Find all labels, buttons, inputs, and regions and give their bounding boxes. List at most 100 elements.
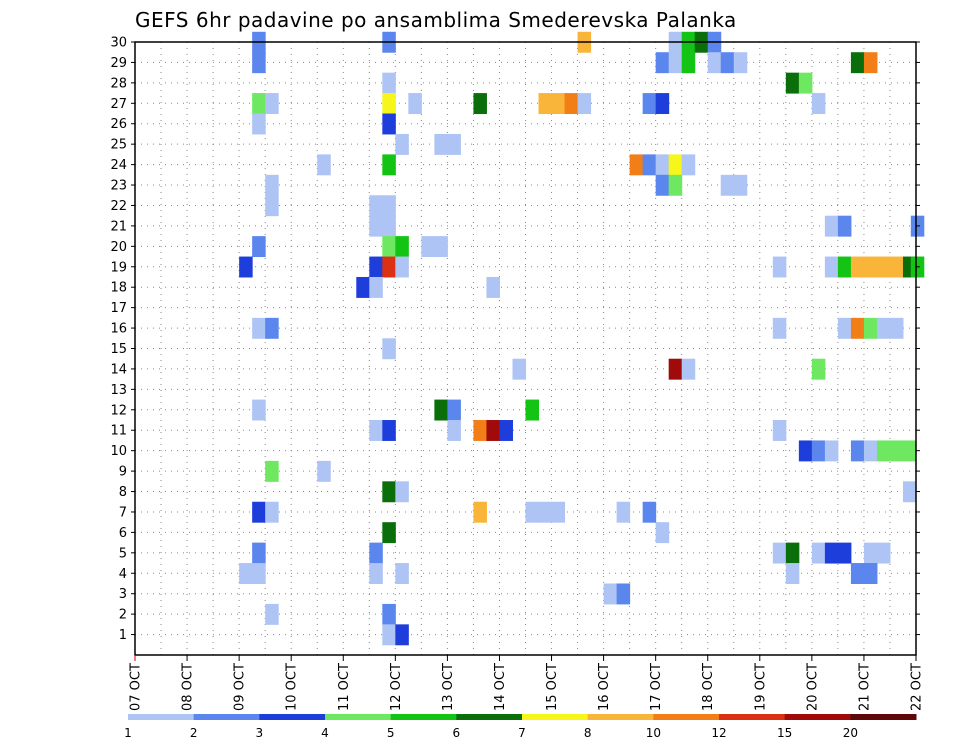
- precip-cell: [252, 236, 266, 258]
- precip-cell: [265, 317, 279, 339]
- precip-cell: [785, 72, 800, 94]
- precip-cell: [668, 174, 683, 196]
- y-tick-label: 9: [119, 465, 127, 480]
- precip-cell: [863, 542, 878, 564]
- y-tick-label: 18: [110, 281, 127, 296]
- precip-cell: [772, 317, 787, 339]
- precip-cell: [681, 358, 696, 380]
- y-tick-label: 2: [119, 608, 127, 623]
- precip-cell: [720, 52, 735, 74]
- precip-cell: [668, 358, 683, 380]
- precip-cell: [408, 93, 422, 115]
- precip-cell: [382, 522, 396, 544]
- precip-cell: [538, 93, 553, 115]
- y-tick-label: 1: [119, 628, 127, 643]
- precip-cell: [252, 542, 266, 564]
- precip-cell: [382, 338, 396, 360]
- y-tick-label: 28: [110, 76, 127, 91]
- precip-cell: [369, 276, 383, 298]
- x-tick-label: 11 OCT: [337, 663, 352, 711]
- precip-cell: [837, 542, 852, 564]
- precip-cell: [603, 583, 618, 605]
- precip-cell: [369, 420, 383, 441]
- precip-cell: [824, 215, 839, 237]
- precip-cell: [421, 236, 435, 258]
- colorbar-label: 3: [256, 726, 264, 740]
- precip-cell: [265, 460, 279, 482]
- colorbar-segment: [128, 714, 195, 720]
- precip-cell: [863, 52, 878, 74]
- colorbar-segment: [325, 714, 392, 720]
- precip-cell: [369, 215, 383, 237]
- colorbar-segment: [522, 714, 589, 720]
- colorbar-label: 15: [777, 726, 792, 740]
- precip-cell: [668, 52, 683, 74]
- y-tick-label: 29: [110, 56, 127, 71]
- y-tick-label: 11: [110, 424, 127, 439]
- precip-cell: [629, 154, 644, 176]
- precip-cell: [382, 481, 396, 503]
- x-tick-label: 18 OCT: [701, 663, 716, 711]
- colorbar-segment: [850, 714, 917, 720]
- x-tick-label: 16 OCT: [597, 663, 612, 711]
- precip-cell: [317, 460, 331, 482]
- x-tick-label: 12 OCT: [389, 663, 404, 711]
- precip-cell: [720, 174, 735, 196]
- precip-cell: [369, 256, 383, 278]
- precip-cell: [642, 501, 657, 523]
- precip-cell: [369, 563, 383, 584]
- precip-cell: [824, 440, 839, 462]
- precip-cell: [876, 256, 891, 278]
- precip-cell: [317, 154, 331, 176]
- x-tick-label: 15 OCT: [545, 663, 560, 711]
- precip-cell: [525, 501, 540, 523]
- precip-cell: [824, 256, 839, 278]
- precip-cell: [668, 154, 683, 176]
- precip-cell: [473, 93, 487, 115]
- colorbar-label: 6: [453, 726, 461, 740]
- precip-cell: [525, 399, 540, 421]
- x-tick-label: 19 OCT: [753, 663, 768, 711]
- y-tick-label: 21: [110, 219, 127, 234]
- precip-cell: [382, 215, 396, 237]
- precip-cell: [252, 113, 266, 135]
- precip-cell: [486, 276, 500, 298]
- y-tick-label: 30: [110, 36, 127, 51]
- precip-cell: [876, 542, 891, 564]
- y-tick-label: 22: [110, 199, 127, 214]
- colorbar-label: 1: [124, 726, 132, 740]
- precip-cell: [564, 93, 579, 115]
- precip-cell: [382, 624, 396, 646]
- y-tick-label: 25: [110, 138, 127, 153]
- precip-cell: [889, 256, 904, 278]
- precip-cell: [876, 317, 891, 339]
- precip-cell: [889, 440, 904, 462]
- precip-cell: [395, 563, 409, 584]
- precip-cell: [876, 440, 891, 462]
- y-tick-label: 27: [110, 97, 127, 112]
- precip-cell: [382, 256, 396, 278]
- precip-cell: [434, 399, 448, 421]
- precip-cell: [707, 52, 722, 74]
- precip-cell: [252, 52, 266, 74]
- precip-cell: [811, 93, 826, 115]
- precip-cell: [902, 481, 917, 503]
- y-tick-label: 3: [119, 587, 127, 602]
- precip-cell: [863, 440, 878, 462]
- precip-cell: [486, 420, 500, 441]
- precip-cell: [655, 52, 670, 74]
- y-tick-label: 20: [110, 240, 127, 255]
- x-tick-label: 14 OCT: [493, 663, 508, 711]
- colorbar-segment: [653, 714, 720, 720]
- y-tick-label: 26: [110, 117, 127, 132]
- precip-cell: [837, 215, 852, 237]
- precip-cell: [863, 317, 878, 339]
- x-tick-label: 13 OCT: [441, 663, 456, 711]
- precip-cell: [655, 522, 670, 544]
- precip-cell: [551, 93, 566, 115]
- y-tick-label: 8: [119, 485, 127, 500]
- precip-cell: [382, 420, 396, 441]
- colorbar-segment: [719, 714, 786, 720]
- precip-cell: [499, 420, 513, 441]
- precip-cell: [252, 93, 266, 115]
